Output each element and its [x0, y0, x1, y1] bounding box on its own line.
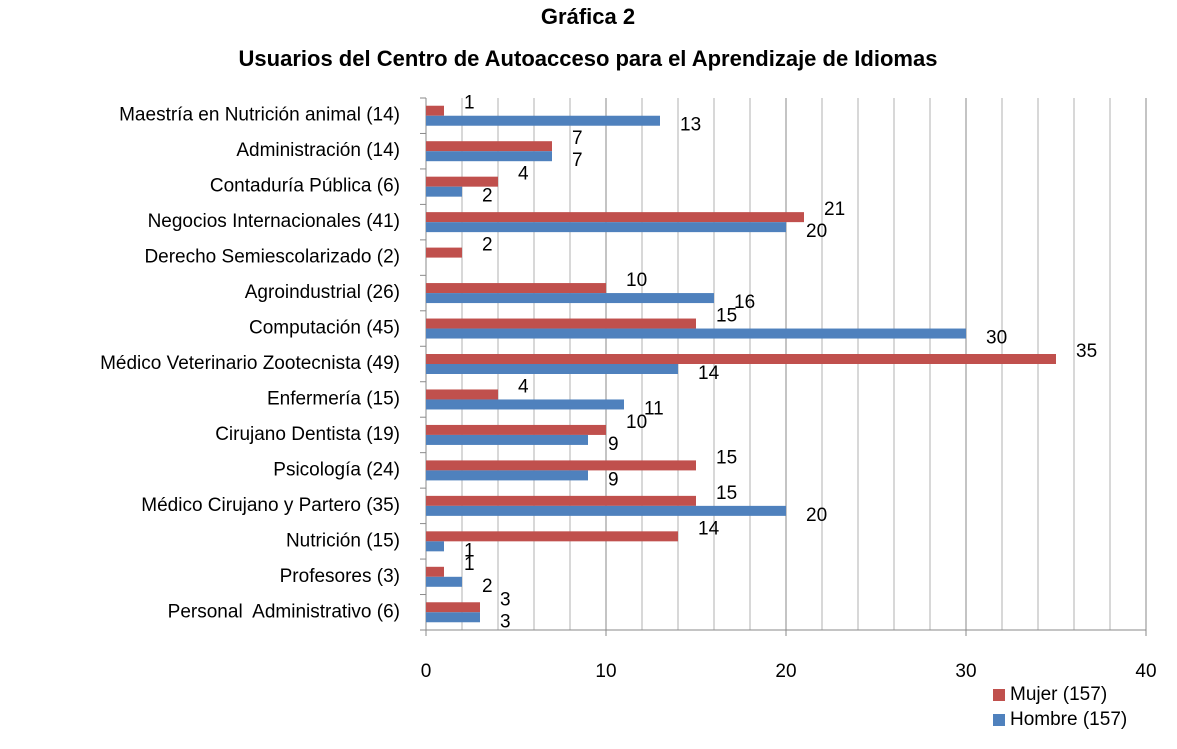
- data-label: 35: [1076, 341, 1097, 362]
- bar: [426, 151, 552, 162]
- data-label: 21: [824, 199, 845, 220]
- x-tick-label: 0: [421, 661, 432, 682]
- bar: [426, 115, 660, 126]
- data-label: 15: [716, 483, 737, 504]
- data-label: 7: [572, 128, 583, 149]
- bar: [426, 176, 498, 187]
- y-tick-label: Derecho Semiescolarizado (2): [144, 247, 400, 268]
- data-label: 4: [518, 164, 529, 185]
- bar: [426, 424, 606, 435]
- data-label: 14: [698, 518, 720, 539]
- data-label: 7: [572, 150, 583, 171]
- y-tick-label: Psicología (24): [273, 459, 400, 480]
- data-label: 1: [464, 93, 475, 114]
- y-tick-label: Médico Veterinario Zootecnista (49): [100, 353, 400, 374]
- data-label: 9: [608, 469, 619, 490]
- data-label: 2: [482, 186, 493, 207]
- chart-title: Gráfica 2: [541, 4, 635, 29]
- x-tick-label: 20: [775, 661, 796, 682]
- legend-swatch: [993, 714, 1005, 726]
- chart-subtitle: Usuarios del Centro de Autoacceso para e…: [239, 46, 938, 71]
- y-tick-label: Negocios Internacionales (41): [148, 211, 400, 232]
- legend-label: Mujer (157): [1010, 684, 1107, 705]
- y-tick-label: Administración (14): [236, 140, 400, 161]
- y-tick-label: Médico Cirujano y Partero (35): [141, 495, 400, 516]
- data-label: 30: [986, 328, 1007, 349]
- bar: [426, 364, 678, 374]
- x-tick-label: 10: [595, 661, 616, 682]
- bar: [426, 531, 678, 542]
- data-label: 3: [500, 589, 511, 610]
- bar: [426, 505, 786, 516]
- legend-swatch: [993, 689, 1005, 701]
- data-label: 2: [482, 235, 493, 256]
- data-label: 10: [626, 270, 647, 291]
- y-tick-label: Nutrición (15): [286, 530, 400, 551]
- data-label: 4: [518, 376, 529, 397]
- data-label: 20: [806, 505, 827, 526]
- y-tick-label: Agroindustrial (26): [245, 282, 400, 303]
- bar: [426, 389, 498, 400]
- bar: [426, 186, 462, 197]
- legend-label: Hombre (157): [1010, 709, 1127, 730]
- data-label: 15: [716, 447, 737, 468]
- y-tick-label: Maestría en Nutrición animal (14): [119, 105, 400, 126]
- bar: [426, 602, 480, 613]
- data-label: 1: [464, 540, 475, 561]
- data-label: 10: [626, 412, 647, 433]
- bar: [426, 283, 606, 294]
- data-label: 20: [806, 221, 827, 242]
- bar: [426, 222, 786, 233]
- bar: [426, 566, 444, 577]
- data-label: 2: [482, 576, 493, 597]
- bar: [426, 354, 1056, 364]
- bar: [426, 293, 714, 304]
- bar: [426, 328, 966, 339]
- bar: [426, 318, 696, 329]
- x-tick-label: 30: [955, 661, 976, 682]
- bar: [426, 105, 444, 116]
- bar: [426, 399, 624, 410]
- y-tick-label: Cirujano Dentista (19): [215, 424, 400, 445]
- bar: [426, 470, 588, 481]
- data-label: 11: [644, 398, 664, 419]
- bar: [426, 460, 696, 471]
- x-tick-label: 40: [1135, 661, 1156, 682]
- data-label: 16: [734, 292, 755, 313]
- y-tick-label: Enfermería (15): [267, 388, 400, 409]
- data-label: 13: [680, 115, 701, 136]
- y-tick-label: Profesores (3): [280, 566, 400, 587]
- bar: [426, 541, 444, 552]
- data-label: 3: [500, 611, 511, 632]
- y-tick-label: Contaduría Pública (6): [210, 176, 400, 197]
- bar: [426, 495, 696, 506]
- bar: [426, 612, 480, 623]
- bar: [426, 141, 552, 152]
- data-label: 14: [698, 363, 720, 384]
- bar: [426, 576, 462, 587]
- data-label: 9: [608, 434, 619, 455]
- y-tick-label: Personal Administrativo (6): [168, 601, 400, 622]
- bar: [426, 247, 462, 258]
- y-tick-label: Computación (45): [249, 318, 400, 339]
- bar: [426, 434, 588, 445]
- data-label: 1: [464, 554, 475, 575]
- bar: [426, 212, 804, 223]
- data-label: 15: [716, 306, 737, 327]
